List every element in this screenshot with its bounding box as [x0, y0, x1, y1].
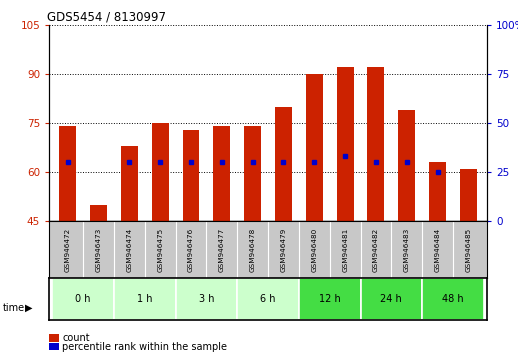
Text: GSM946481: GSM946481 [342, 227, 348, 272]
Bar [337, 67, 354, 221]
Text: GSM946473: GSM946473 [95, 227, 102, 272]
Bar [152, 123, 169, 221]
Text: GSM946474: GSM946474 [126, 227, 133, 272]
Bar [275, 107, 292, 221]
Bar [213, 126, 231, 221]
Text: 3 h: 3 h [199, 294, 214, 304]
Text: GDS5454 / 8130997: GDS5454 / 8130997 [47, 11, 166, 24]
Bar [306, 74, 323, 221]
Text: GSM946482: GSM946482 [373, 227, 379, 272]
Bar [422, 278, 484, 320]
Text: GSM946480: GSM946480 [311, 227, 318, 272]
Text: 48 h: 48 h [442, 294, 464, 304]
Text: GSM946485: GSM946485 [466, 227, 471, 272]
Bar [299, 278, 361, 320]
Bar [367, 67, 384, 221]
Bar [59, 126, 76, 221]
Bar [398, 110, 415, 221]
Bar [429, 162, 446, 221]
Text: count: count [62, 333, 90, 343]
Bar [237, 278, 299, 320]
Bar [114, 278, 176, 320]
Text: GSM946483: GSM946483 [404, 227, 410, 272]
Text: ▶: ▶ [25, 303, 32, 313]
Text: GSM946472: GSM946472 [65, 227, 70, 272]
Bar [244, 126, 261, 221]
Bar [176, 278, 237, 320]
Bar [90, 205, 107, 221]
Text: 1 h: 1 h [137, 294, 152, 304]
Bar [52, 278, 114, 320]
Bar [121, 146, 138, 221]
Text: percentile rank within the sample: percentile rank within the sample [62, 342, 227, 352]
Text: 6 h: 6 h [261, 294, 276, 304]
Text: 0 h: 0 h [75, 294, 91, 304]
Text: GSM946475: GSM946475 [157, 227, 163, 272]
Text: GSM946479: GSM946479 [280, 227, 286, 272]
Bar [460, 169, 477, 221]
Text: 24 h: 24 h [381, 294, 402, 304]
Text: time: time [3, 303, 25, 313]
Bar [361, 278, 422, 320]
Text: GSM946476: GSM946476 [188, 227, 194, 272]
Text: GSM946484: GSM946484 [435, 227, 441, 272]
Text: GSM946478: GSM946478 [250, 227, 256, 272]
Text: 12 h: 12 h [319, 294, 341, 304]
Bar [182, 130, 199, 221]
Text: GSM946477: GSM946477 [219, 227, 225, 272]
